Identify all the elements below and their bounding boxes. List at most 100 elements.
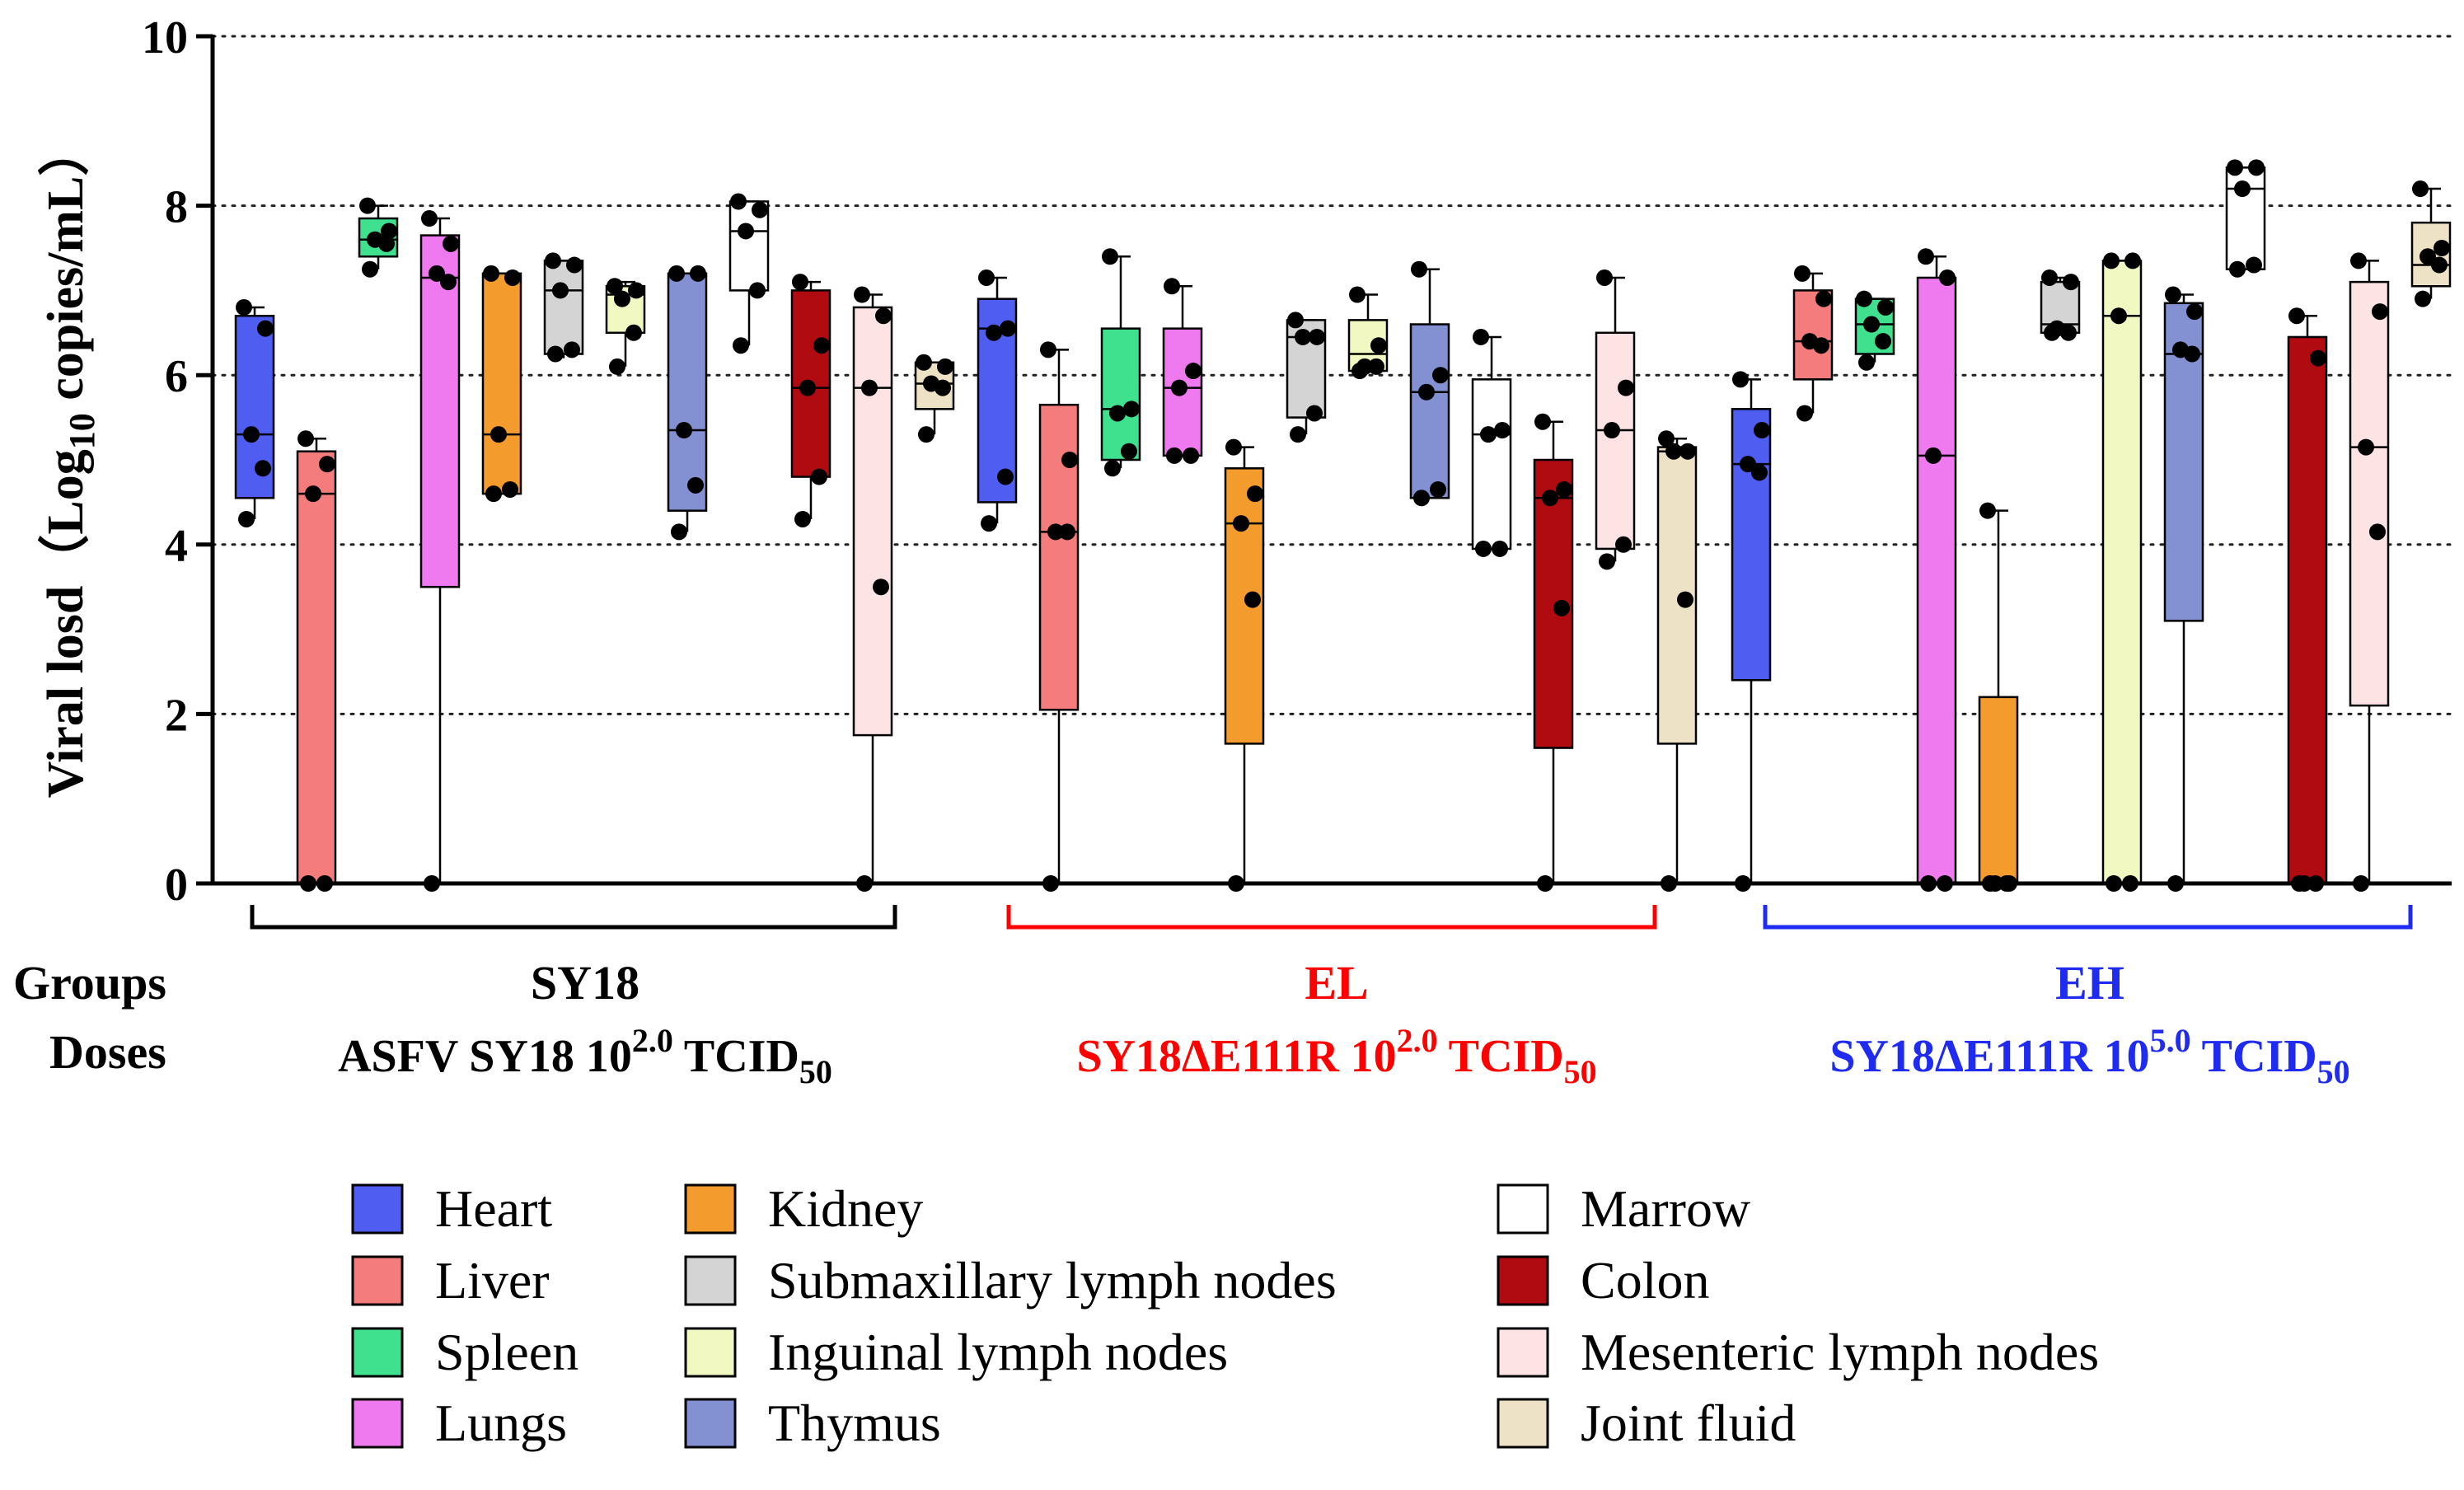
data-point — [733, 337, 749, 354]
data-point — [2124, 252, 2141, 269]
box-body — [1595, 331, 1636, 551]
data-point — [1618, 379, 1634, 396]
data-point — [690, 265, 706, 282]
box-EL-submaxillary-lymph-nodes — [1286, 312, 1327, 443]
data-point — [1556, 480, 1572, 498]
data-point — [236, 298, 252, 316]
data-point — [2234, 180, 2251, 198]
box-SY18-colon — [790, 274, 831, 527]
doses-row-label: Doses — [49, 1025, 166, 1079]
data-point — [483, 265, 499, 282]
data-point — [566, 256, 583, 274]
data-point — [668, 265, 685, 282]
box-SY18-liver — [296, 430, 337, 892]
data-point — [1877, 298, 1894, 316]
data-point — [1411, 260, 1427, 278]
data-point — [1000, 320, 1016, 337]
box-body — [1471, 378, 1512, 551]
data-point — [1473, 328, 1489, 345]
group-bracket-SY18 — [250, 905, 897, 930]
box-EL-inguinal-lymph-nodes — [1347, 286, 1389, 380]
data-point — [1542, 490, 1558, 507]
data-point — [1480, 426, 1497, 443]
legend-label: Kidney — [768, 1179, 923, 1238]
legend-swatch — [1497, 1255, 1549, 1306]
data-point — [257, 320, 274, 337]
box-body — [1978, 696, 2019, 885]
data-point — [676, 422, 692, 439]
legend-swatch — [351, 1398, 404, 1449]
y-axis-label: Viral losd（Log10 copies/mL） — [36, 125, 102, 799]
legend-item-thymus: Thymus — [684, 1394, 941, 1452]
legend-item-joint-fluid: Joint fluid — [1497, 1394, 1796, 1452]
data-point — [319, 456, 335, 473]
data-point — [1351, 363, 1368, 380]
data-point — [813, 337, 830, 354]
data-point — [1740, 456, 1756, 473]
data-point — [978, 269, 995, 286]
data-point — [440, 274, 457, 291]
legend-swatch — [351, 1255, 404, 1306]
data-point — [1368, 358, 1384, 375]
group-name-SY18: SY18 — [531, 956, 639, 1010]
data-point — [625, 324, 642, 341]
data-point — [1863, 316, 1880, 333]
data-point — [362, 260, 378, 278]
data-point — [873, 579, 889, 596]
data-point — [614, 290, 630, 307]
legend-swatch — [684, 1398, 737, 1449]
legend-swatch — [684, 1183, 737, 1235]
data-point — [1856, 290, 1872, 307]
data-point — [799, 379, 816, 396]
data-point — [607, 278, 623, 295]
box-body — [2101, 260, 2143, 885]
box-SY18-kidney — [481, 265, 522, 503]
data-point — [1121, 443, 1137, 460]
box-EH-marrow — [2225, 159, 2266, 278]
legend-swatch — [684, 1255, 737, 1306]
data-point — [1109, 405, 1126, 422]
data-point — [1418, 383, 1435, 401]
legend-swatch — [1497, 1183, 1549, 1235]
data-point — [1102, 248, 1118, 265]
data-point — [1309, 328, 1325, 345]
data-point — [2186, 303, 2203, 321]
data-point — [2044, 324, 2060, 341]
box-body — [1916, 276, 1957, 885]
legend: Heart Liver Spleen Lungs Kidney Submaxillary … — [351, 1179, 2099, 1452]
data-point — [2246, 256, 2262, 274]
data-point — [1813, 337, 1829, 354]
data-point — [2110, 307, 2127, 325]
data-point — [1123, 401, 1140, 418]
legend-label: Mesenteric lymph nodes — [1581, 1323, 2099, 1381]
grid-lines — [211, 35, 2453, 715]
data-point — [935, 379, 951, 396]
data-point — [1658, 430, 1675, 447]
box-SY18-mesenteric-lymph-nodes — [852, 286, 893, 892]
data-point — [238, 510, 255, 527]
box-EL-thymus — [1409, 260, 1450, 507]
legend-label: Marrow — [1581, 1179, 1750, 1238]
data-point — [2063, 274, 2079, 291]
data-point — [875, 307, 892, 325]
data-point — [937, 358, 953, 375]
data-point — [2248, 159, 2265, 176]
data-point — [381, 223, 397, 240]
data-point — [305, 485, 321, 503]
data-point — [749, 282, 766, 299]
box-EH-mesenteric-lymph-nodes — [2349, 252, 2390, 892]
box-EH-colon — [2287, 307, 2328, 892]
data-point — [2184, 345, 2200, 363]
legend-item-mesenteric-lymph-nodes: Mesenteric lymph nodes — [1497, 1323, 2099, 1381]
data-point — [2369, 523, 2386, 541]
data-point — [916, 354, 932, 371]
data-point — [1047, 523, 1064, 541]
data-point — [502, 480, 518, 498]
legend-item-heart: Heart — [351, 1179, 552, 1238]
box-body — [1100, 327, 1141, 462]
box-body — [296, 450, 337, 885]
legend-item-kidney: Kidney — [684, 1179, 923, 1238]
legend-swatch — [684, 1327, 737, 1378]
data-point — [1413, 490, 1430, 507]
